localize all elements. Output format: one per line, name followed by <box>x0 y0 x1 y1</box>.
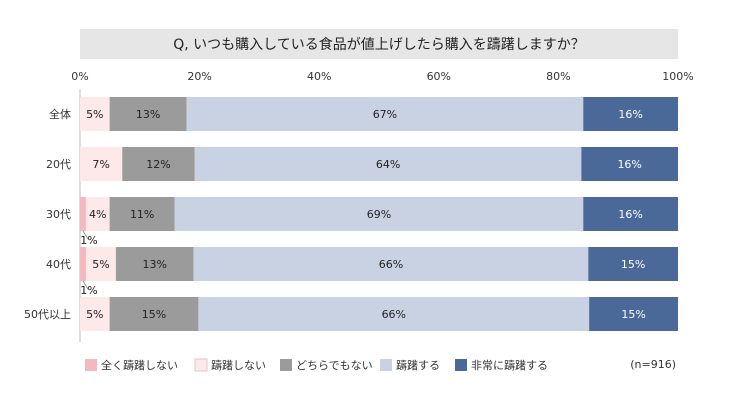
x-tick-label: 100% <box>662 70 693 83</box>
data-label: 5% <box>86 308 103 321</box>
data-label: 5% <box>92 258 109 271</box>
category-label: 50代以上 <box>24 308 71 321</box>
bar-segment <box>109 97 187 131</box>
data-label: 13% <box>136 108 160 121</box>
category-label: 30代 <box>46 208 71 221</box>
sample-size-note: (n=916) <box>630 358 676 371</box>
bar-segment <box>581 147 678 181</box>
legend-label: 非常に躊躇する <box>471 358 548 372</box>
legend-swatch <box>280 359 292 371</box>
legend-label: 躊躇する <box>396 358 440 372</box>
x-tick-label: 20% <box>187 70 211 83</box>
legend-label: どちらでもない <box>296 359 373 372</box>
legend-label: 全く躊躇しない <box>101 358 178 372</box>
bar-segment <box>80 197 86 231</box>
bar-segment <box>115 247 194 281</box>
callout-line <box>82 230 89 240</box>
bar-segment <box>109 297 199 331</box>
x-tick-label: 0% <box>71 70 88 83</box>
bar-segment <box>589 297 678 331</box>
bar-segment <box>583 197 678 231</box>
bar-segment <box>583 97 678 131</box>
bar-segment <box>186 97 584 131</box>
data-label: 15% <box>621 308 645 321</box>
data-label: 11% <box>130 208 154 221</box>
data-label: 7% <box>92 158 109 171</box>
data-label: 69% <box>367 208 391 221</box>
bar-segment <box>588 247 678 281</box>
callout-line <box>82 280 89 290</box>
title-box <box>80 29 678 59</box>
data-label: 15% <box>142 308 166 321</box>
bar-segment <box>85 247 116 281</box>
bars-group: 全体 5% 13% 67% 16% 20代 7% 12% 64% 16% 30代 1% 4% 11% 69%… <box>24 97 678 331</box>
bar-segment <box>194 147 582 181</box>
data-label: 12% <box>146 158 170 171</box>
category-label: 20代 <box>46 158 71 171</box>
data-label: 66% <box>379 258 403 271</box>
bar-segment <box>80 297 110 331</box>
bar-segment <box>198 297 590 331</box>
data-label: 66% <box>382 308 406 321</box>
data-label: 4% <box>89 208 106 221</box>
data-label: 67% <box>373 108 397 121</box>
legend-label: 躊躇しない <box>211 358 266 372</box>
data-label: 15% <box>621 258 645 271</box>
bar-segment <box>80 247 86 281</box>
data-label: 1% <box>80 284 97 297</box>
data-label: 16% <box>618 108 642 121</box>
category-label: 全体 <box>49 107 71 121</box>
bar-segment <box>109 197 175 231</box>
legend-swatch <box>85 359 97 371</box>
chart-title: Q, いつも購入している食品が値上げしたら購入を躊躇しますか？ <box>173 36 585 53</box>
bar-segment <box>80 97 110 131</box>
bar-segment <box>80 147 123 181</box>
x-axis-ticks: 0% 20% 40% 60% 80% 100% <box>71 70 693 83</box>
bar-segment <box>85 197 110 231</box>
data-label: 1% <box>80 234 97 247</box>
legend-swatch <box>455 359 467 371</box>
x-tick-label: 40% <box>307 70 331 83</box>
legend-swatch <box>380 359 392 371</box>
x-tick-label: 80% <box>546 70 570 83</box>
bar-segment <box>122 147 195 181</box>
legend: 全く躊躇しない 躊躇しない どちらでもない 躊躇する 非常に躊躇する <box>85 358 548 372</box>
data-label: 16% <box>618 208 642 221</box>
legend-swatch <box>194 358 208 372</box>
bar-segment <box>174 197 584 231</box>
data-label: 64% <box>376 158 400 171</box>
x-tick-label: 60% <box>427 70 451 83</box>
category-label: 40代 <box>46 258 71 271</box>
data-label: 16% <box>617 158 641 171</box>
data-label: 13% <box>143 258 167 271</box>
bar-segment <box>193 247 589 281</box>
data-label: 5% <box>86 108 103 121</box>
